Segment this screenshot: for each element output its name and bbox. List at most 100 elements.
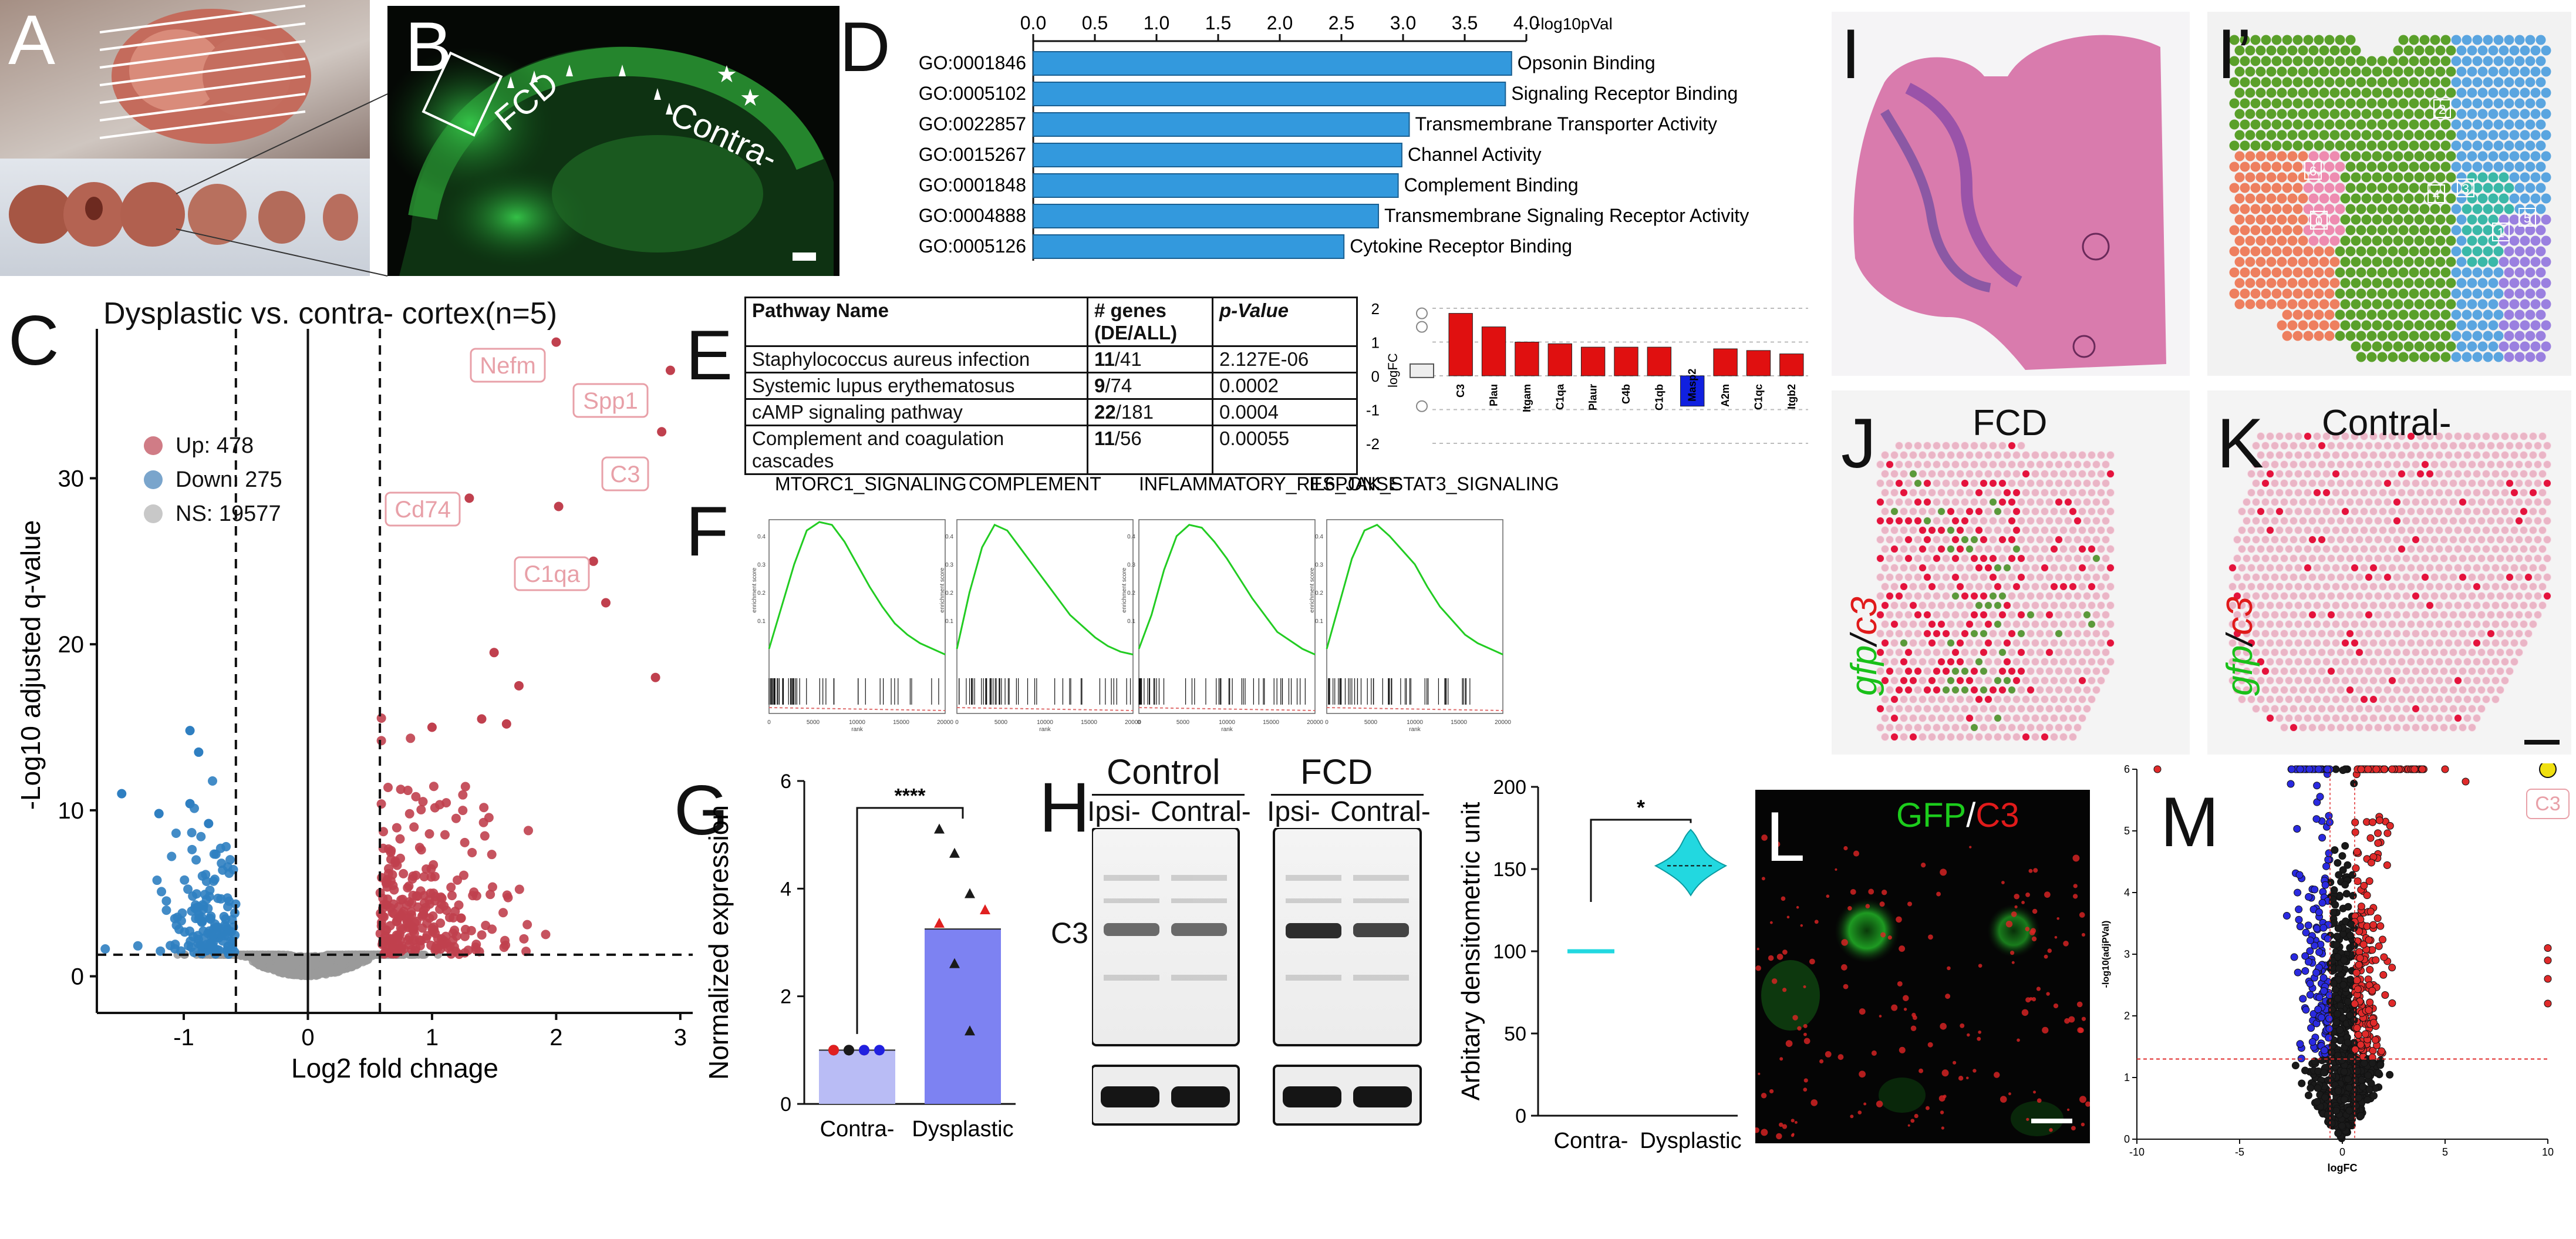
spot xyxy=(2501,639,2509,647)
spot xyxy=(1905,668,1913,675)
spot xyxy=(2409,162,2419,172)
spot xyxy=(2446,257,2456,267)
spot xyxy=(2309,442,2317,450)
spot xyxy=(2393,649,2401,656)
up-point xyxy=(422,864,431,874)
volcano-legend: Up: 478 Down: 275 NS: 19577 xyxy=(144,429,282,531)
spot xyxy=(2441,162,2451,172)
spot xyxy=(2337,705,2345,713)
legend-up-label: Up: 478 xyxy=(176,433,254,459)
spot xyxy=(2046,499,2054,506)
spot xyxy=(2267,46,2277,56)
spot xyxy=(2319,194,2329,204)
gene-label: Spp1 xyxy=(583,388,638,414)
y-tick-label: 0.4 xyxy=(945,534,953,540)
spot xyxy=(2408,602,2415,610)
spot xyxy=(2511,470,2518,478)
spot xyxy=(2362,321,2372,331)
y-tick-label: 10 xyxy=(58,798,85,824)
spot xyxy=(2530,583,2537,591)
spot xyxy=(2346,668,2354,675)
spot xyxy=(2467,67,2477,77)
spot xyxy=(2378,352,2388,362)
spot xyxy=(2494,141,2504,151)
spot xyxy=(1919,696,1927,703)
spot xyxy=(2462,120,2472,130)
spot xyxy=(2319,151,2329,161)
spot xyxy=(2004,621,2011,628)
spot xyxy=(1957,452,1964,459)
go-bar xyxy=(1033,82,1505,106)
spot xyxy=(1957,508,1964,516)
spot xyxy=(1924,536,1931,544)
spot xyxy=(2483,120,2493,130)
spot xyxy=(2473,583,2481,591)
spot xyxy=(2473,225,2483,235)
spot xyxy=(2473,162,2483,172)
spot xyxy=(2511,658,2518,666)
spot xyxy=(2473,470,2481,478)
spot xyxy=(2483,289,2493,299)
spot xyxy=(2276,564,2284,572)
spot xyxy=(2032,489,2039,497)
spot xyxy=(2530,470,2537,478)
spot xyxy=(1905,611,1913,619)
spot xyxy=(2318,461,2326,469)
spot xyxy=(2487,630,2495,638)
spot xyxy=(2285,508,2293,516)
spot xyxy=(2256,299,2266,309)
spot xyxy=(2256,194,2266,204)
spot xyxy=(2304,78,2314,87)
spot xyxy=(2256,257,2266,267)
pathway-genes: 11/56 xyxy=(1088,426,1213,474)
spot xyxy=(2501,508,2509,516)
spot xyxy=(2422,555,2429,563)
spot xyxy=(2375,668,2382,675)
spot xyxy=(1938,696,1946,703)
spot xyxy=(1943,461,1950,469)
spot xyxy=(2520,278,2530,288)
spot xyxy=(2337,574,2345,581)
spot xyxy=(2351,130,2361,140)
spot xyxy=(2375,480,2382,487)
spot xyxy=(2464,564,2472,572)
spot xyxy=(2004,602,2011,610)
spot xyxy=(1980,574,1988,581)
down-point xyxy=(117,789,126,799)
spot xyxy=(2027,611,2035,619)
spot xyxy=(2520,583,2528,591)
spot xyxy=(2393,88,2403,98)
spot xyxy=(2531,321,2541,331)
spot xyxy=(1975,621,1983,628)
spot xyxy=(2298,173,2308,183)
spot xyxy=(2473,696,2481,703)
spot xyxy=(2314,489,2321,497)
spot xyxy=(2022,696,2030,703)
spot xyxy=(2388,120,2398,130)
spot xyxy=(2314,715,2321,722)
spot xyxy=(2248,527,2255,534)
spot xyxy=(1990,499,1997,506)
spot xyxy=(2335,56,2345,66)
spot xyxy=(2489,130,2499,140)
spot xyxy=(2511,564,2518,572)
spot xyxy=(2403,499,2410,506)
spot xyxy=(2511,452,2518,459)
spot xyxy=(2436,452,2443,459)
spot xyxy=(2516,461,2523,469)
spot xyxy=(2454,696,2462,703)
spot xyxy=(2422,536,2429,544)
spot xyxy=(2051,583,2058,591)
down-point xyxy=(217,858,226,868)
panel-h: H Control FCD Ipsi- Contral- Ipsi- Contr… xyxy=(1033,740,1749,1179)
spot xyxy=(2520,621,2528,628)
spot xyxy=(2478,611,2486,619)
spot xyxy=(2425,278,2435,288)
spot xyxy=(2309,686,2317,694)
spot xyxy=(2267,639,2274,647)
spot xyxy=(1985,658,1992,666)
spot xyxy=(1961,668,1969,675)
spot xyxy=(2304,99,2314,109)
spot xyxy=(2304,658,2312,666)
spot xyxy=(2412,574,2420,581)
